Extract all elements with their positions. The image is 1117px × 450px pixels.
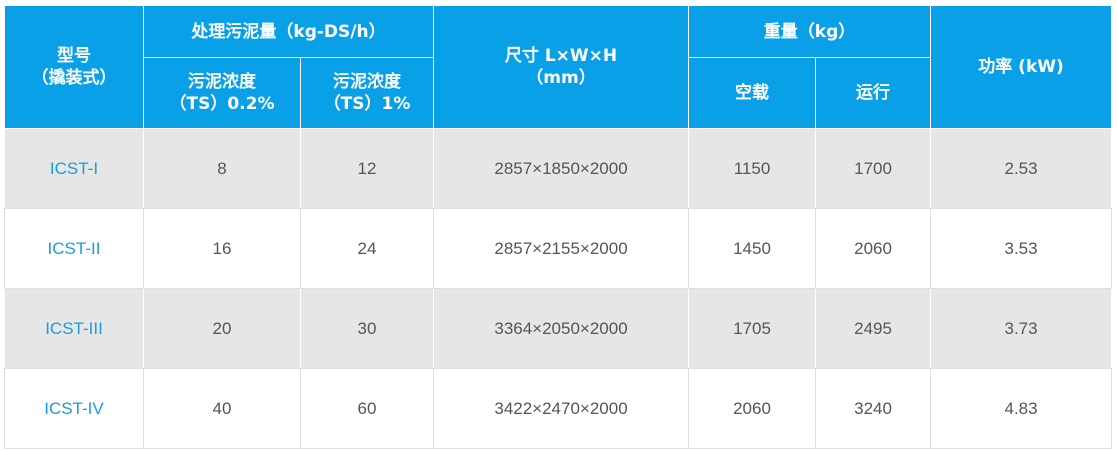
cell-empty: 2060 <box>688 368 817 449</box>
cell-empty: 1705 <box>688 288 817 369</box>
header-power: 功率 (kW) <box>930 5 1113 129</box>
cell-size: 2857×2155×2000 <box>433 208 690 289</box>
table-row: ICST-IV 40 60 3422×2470×2000 2060 3240 4.83 <box>4 368 1113 449</box>
table-row: ICST-III 20 30 3364×2050×2000 1705 2495 3.73 <box>4 288 1113 369</box>
cell-power: 2.53 <box>930 128 1113 209</box>
cell-conc1: 20 <box>143 288 301 369</box>
cell-size: 3422×2470×2000 <box>433 368 690 449</box>
cell-model: ICST-III <box>4 288 144 369</box>
cell-conc2: 60 <box>299 368 435 449</box>
cell-size: 2857×1850×2000 <box>433 128 690 209</box>
cell-model: ICST-II <box>4 208 144 289</box>
header-model: 型号 （撬装式） <box>4 5 144 129</box>
cell-power: 3.73 <box>930 288 1113 369</box>
cell-running: 2495 <box>815 288 932 369</box>
cell-conc2: 12 <box>299 128 435 209</box>
cell-conc1: 16 <box>143 208 301 289</box>
cell-conc1: 40 <box>143 368 301 449</box>
cell-model: ICST-IV <box>4 368 144 449</box>
table-row: ICST-I 8 12 2857×1850×2000 1150 1700 2.53 <box>4 128 1113 209</box>
cell-empty: 1150 <box>688 128 817 209</box>
cell-model: ICST-I <box>4 128 144 209</box>
header-weight: 重量（kg） <box>688 5 932 58</box>
header-size: 尺寸 L×W×H （mm） <box>433 5 690 129</box>
cell-running: 1700 <box>815 128 932 209</box>
cell-running: 2060 <box>815 208 932 289</box>
table-row: ICST-II 16 24 2857×2155×2000 1450 2060 3.53 <box>4 208 1113 289</box>
header-running: 运行 <box>815 57 932 129</box>
cell-conc2: 30 <box>299 288 435 369</box>
cell-conc1: 8 <box>143 128 301 209</box>
header-capacity: 处理污泥量（kg-DS/h） <box>142 5 435 58</box>
cell-running: 3240 <box>815 368 932 449</box>
spec-table: 型号 （撬装式） 处理污泥量（kg-DS/h） 尺寸 L×W×H （mm） 重量（k… <box>4 5 1113 449</box>
header-conc1: 污泥浓度 （TS）0.2% <box>143 57 301 129</box>
cell-conc2: 24 <box>299 208 435 289</box>
header-conc2: 污泥浓度 （TS）1% <box>299 57 435 129</box>
header-empty: 空载 <box>688 57 817 129</box>
cell-empty: 1450 <box>688 208 817 289</box>
cell-size: 3364×2050×2000 <box>433 288 690 369</box>
cell-power: 4.83 <box>930 368 1113 449</box>
cell-power: 3.53 <box>930 208 1113 289</box>
